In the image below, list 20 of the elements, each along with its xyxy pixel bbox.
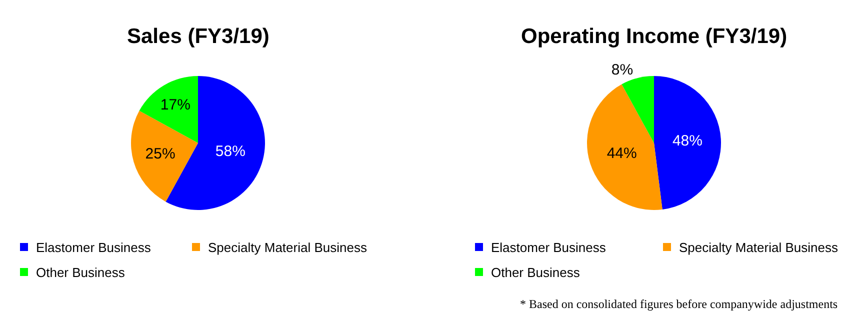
chart-title: Operating Income (FY3/19) (521, 25, 788, 48)
data-label: 58% (215, 142, 246, 160)
pie-slice (622, 76, 654, 143)
legend-label: Specialty Material Business (679, 240, 838, 255)
legend-label: Elastomer Business (491, 240, 606, 255)
data-label: 25% (145, 145, 176, 162)
pie-slice (654, 76, 721, 210)
data-label: 44% (606, 144, 637, 162)
pie-slice (139, 76, 198, 143)
legend-label: Other Business (491, 265, 580, 280)
data-label: 48% (672, 132, 702, 150)
data-label: 8% (611, 62, 634, 79)
legend-label: Elastomer Business (36, 240, 152, 255)
chart-title: Sales (FY3/19) (127, 25, 270, 48)
text: * Based on consolidated figures before companywide adjustments (520, 297, 838, 311)
pie-slice (587, 84, 662, 210)
pie-slice (131, 110, 198, 202)
legend-label: Other Business (36, 265, 126, 280)
data-label: 17% (160, 96, 190, 114)
legend-label: Specialty Material Business (208, 240, 368, 255)
